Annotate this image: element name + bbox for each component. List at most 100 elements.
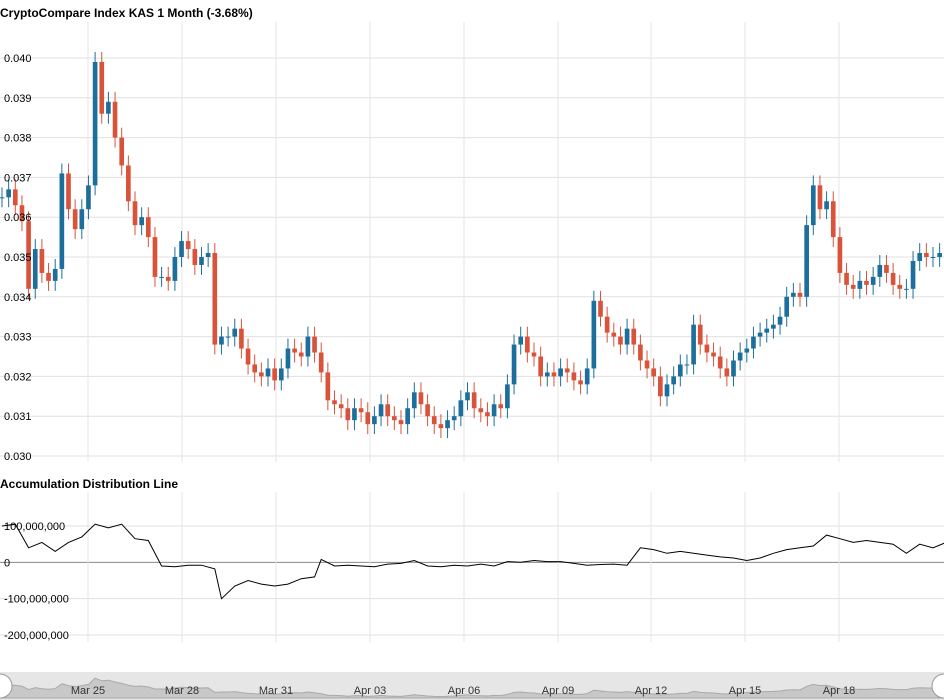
candle-body [890, 272, 896, 285]
candle-body [704, 344, 710, 353]
candle-body [458, 400, 464, 417]
candle-body [697, 324, 703, 345]
candle-body [139, 217, 144, 226]
candle [278, 358, 284, 391]
candle [757, 322, 763, 347]
candle [225, 326, 231, 347]
navigator-left-handle[interactable] [0, 673, 13, 699]
candle-body [591, 300, 597, 369]
candle-body [66, 173, 71, 210]
candle [99, 52, 105, 124]
candle [106, 91, 111, 124]
candle [644, 350, 650, 379]
candle-body [850, 284, 856, 289]
candle [252, 354, 258, 383]
candle [431, 406, 437, 435]
candle-body [844, 272, 849, 285]
candle-body [265, 368, 271, 377]
candle-body [438, 424, 444, 429]
candle [159, 266, 164, 287]
candle-body [285, 348, 291, 369]
candle [392, 406, 397, 431]
navigator-right-handle[interactable] [931, 673, 944, 699]
candle [318, 342, 324, 383]
candle [651, 358, 657, 387]
candle [771, 314, 776, 339]
candle-body [465, 392, 470, 401]
candle-body [6, 189, 11, 198]
candle-body [791, 292, 796, 297]
candle [764, 318, 770, 343]
price-y-tick-label: 0.039 [4, 93, 32, 105]
candle [751, 326, 756, 359]
candle-body [32, 249, 38, 289]
candle-body [59, 173, 65, 269]
candle [571, 362, 577, 391]
indicator-y-tick-label: 100,000,000 [4, 521, 65, 533]
candle-body [172, 257, 178, 281]
candle [691, 314, 696, 375]
candle-body [817, 185, 823, 210]
candle [86, 175, 91, 220]
candle-body [897, 284, 903, 289]
candle-body [910, 260, 916, 289]
candle [365, 402, 371, 435]
candle [791, 282, 796, 307]
candle-body [877, 264, 883, 277]
candle-body [385, 404, 391, 417]
indicator-y-tick-label: -200,000,000 [4, 630, 69, 642]
candle [285, 338, 291, 379]
candle-body [239, 328, 244, 349]
candle [797, 282, 803, 307]
candle [578, 370, 583, 395]
price-plot-area [0, 22, 944, 462]
candle [697, 314, 703, 355]
price-y-tick-label: 0.030 [4, 451, 32, 463]
candle [684, 354, 690, 375]
candle-body [112, 101, 118, 138]
candle-body [551, 372, 557, 377]
x-tick-label: Mar 31 [259, 685, 293, 697]
candle-body [365, 412, 371, 425]
candle [205, 243, 211, 267]
candle-body [784, 296, 790, 317]
candle-body [92, 61, 98, 186]
candle [917, 243, 923, 271]
navigator[interactable]: Mar 25 Mar 28 Mar 31 Apr 03 Apr 06 Apr 09 Apr … [0, 672, 944, 700]
candle [844, 262, 849, 295]
candle [618, 326, 623, 355]
indicator-panel: 100,000,000 0 -100,000,000 -200,000,000 Acc… [0, 477, 944, 642]
candle [152, 227, 158, 287]
candle-body [445, 420, 450, 429]
candle [66, 163, 71, 220]
price-y-tick-label: 0.038 [4, 133, 32, 145]
candle-body [132, 201, 138, 226]
candle-body [431, 416, 437, 425]
candle-body [525, 336, 530, 353]
candle-series [0, 52, 942, 439]
candle-body [757, 332, 763, 337]
candle [232, 318, 238, 347]
candle-body [571, 372, 577, 381]
candle-body [252, 364, 258, 373]
ad-line [1, 523, 944, 600]
candle-body [165, 276, 171, 281]
candle-body [777, 316, 783, 325]
candle-body [185, 241, 191, 250]
candle [145, 207, 151, 248]
candle-body [564, 368, 570, 373]
candle-body [79, 209, 85, 230]
candle [19, 195, 25, 232]
candle-body [771, 324, 776, 329]
candle [312, 326, 317, 363]
candle-body [39, 249, 45, 273]
candle-body [152, 237, 158, 277]
candle-body [86, 185, 91, 210]
candle-body [358, 408, 364, 413]
candle [471, 382, 477, 419]
candle [59, 163, 65, 279]
candle [817, 175, 823, 220]
candle [39, 239, 45, 283]
candle-body [584, 368, 590, 385]
price-y-tick-label: 0.034 [4, 292, 32, 304]
